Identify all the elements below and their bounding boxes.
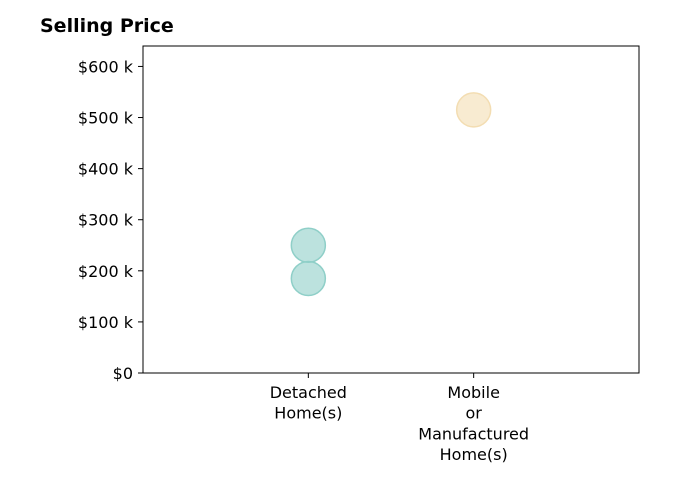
y-tick-label: $600 k <box>78 57 134 76</box>
x-tick-label-line: Detached <box>270 383 347 402</box>
chart-marks <box>290 92 492 297</box>
x-axis: Detached Home(s) Mobile or Manufactured Home(… <box>270 373 529 464</box>
data-point <box>290 260 327 297</box>
y-tick-label: $200 k <box>78 262 134 281</box>
data-point <box>290 227 327 264</box>
x-tick-label-line: Manufactured <box>418 424 529 443</box>
y-tick-label: $100 k <box>78 313 134 332</box>
y-axis: $0 $100 k $200 k $300 k $400 k $500 k $600 k <box>78 57 143 383</box>
y-tick-label: $500 k <box>78 109 134 128</box>
plot-frame <box>142 45 640 374</box>
x-tick-label-line: Home(s) <box>274 404 342 423</box>
y-tick-label: $300 k <box>78 211 134 230</box>
x-tick-label: Detached Home(s) <box>270 383 347 423</box>
y-tick-label: $400 k <box>78 160 134 179</box>
y-tick-label: $0 <box>113 364 133 383</box>
x-tick-label: Mobile or Manufactured Home(s) <box>418 383 529 464</box>
chart-title: Selling Price <box>40 15 174 37</box>
x-tick-label-line: or <box>465 404 482 423</box>
x-tick-label-line: Mobile <box>447 383 499 402</box>
data-point <box>455 92 492 128</box>
x-tick-label-line: Home(s) <box>440 445 508 464</box>
